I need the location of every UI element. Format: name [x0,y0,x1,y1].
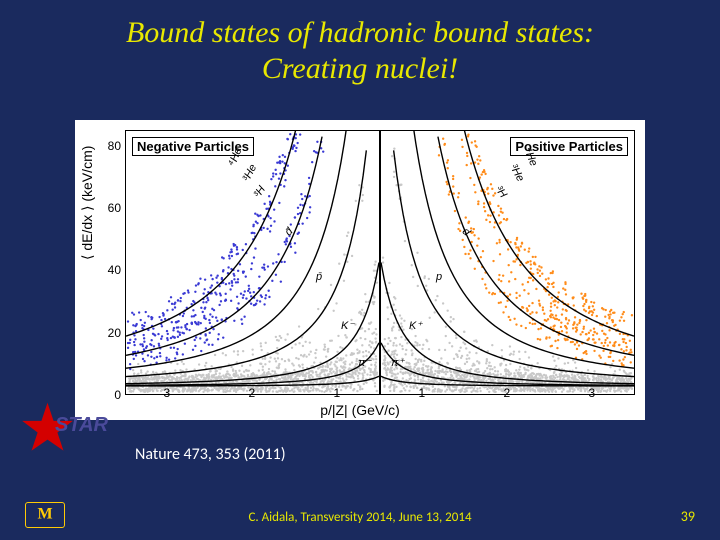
curve-label: π⁻ [358,356,371,369]
y-tick: 40 [103,263,121,277]
citation: Nature 473, 353 (2011) [135,445,286,464]
x-tick: 1 [334,386,341,400]
star-text: STAR [55,414,108,437]
x-tick: 3 [589,386,596,400]
y-axis-label: ⟨ dE/dx ⟩ (keV/cm) [79,146,96,260]
michigan-m-icon: M [37,506,52,524]
curve-label: p [436,271,442,283]
x-tick: 1 [419,386,426,400]
footer-credit: C. Aidala, Transversity 2014, June 13, 2… [248,510,471,525]
plot-panel-negative: Negative Particles ⁴He³He³Hd̄p̄K⁻π⁻ [125,130,380,395]
chart-container: ⟨ dE/dx ⟩ (keV/cm) p/|Z| (GeV/c) 0204060… [75,120,645,420]
y-tick: 20 [103,326,121,340]
title-line-1: Bound states of hadronic bound states: [126,16,594,49]
title-line-2: Creating nuclei! [262,52,458,85]
y-tick: 80 [103,139,121,153]
x-tick: 3 [164,386,171,400]
curve-label: π⁺ [391,356,404,369]
michigan-logo: M [25,502,65,528]
star-logo: STAR [20,400,130,460]
curve-label: K⁻ [341,319,354,332]
x-tick: 2 [504,386,511,400]
y-tick: 60 [103,201,121,215]
curve-label: p̄ [316,271,322,283]
x-axis-label: p/|Z| (GeV/c) [320,402,400,418]
x-tick: 2 [249,386,256,400]
curve-label: K⁺ [409,319,422,332]
slide-title: Bound states of hadronic bound states: C… [0,0,720,87]
slide-number: 39 [681,508,695,525]
plot-panel-positive: Positive Particles ⁴He³He³HdpK⁺π⁺ [380,130,635,395]
